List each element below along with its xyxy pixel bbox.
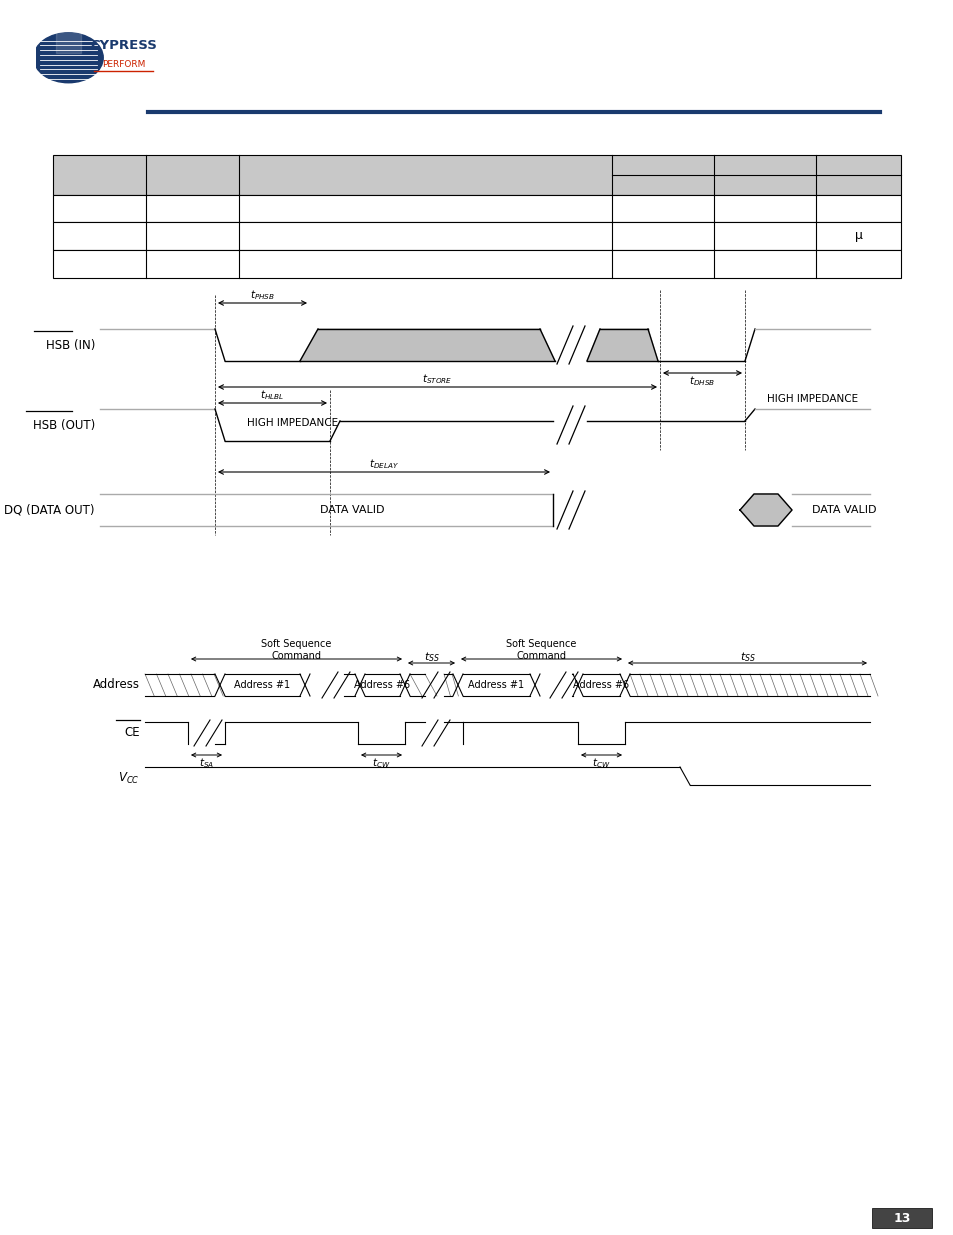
Text: CE: CE [124, 726, 140, 740]
Text: Address #1: Address #1 [234, 680, 291, 690]
Text: HIGH IMPEDANCE: HIGH IMPEDANCE [766, 394, 857, 404]
Text: $t_{SA}$: $t_{SA}$ [199, 756, 213, 769]
Text: $t_{DHSB}$: $t_{DHSB}$ [689, 374, 715, 388]
Text: $t_{CW}$: $t_{CW}$ [372, 756, 391, 769]
Text: $V_{CC}$: $V_{CC}$ [118, 771, 140, 785]
Text: Soft Sequence
Command: Soft Sequence Command [261, 638, 332, 661]
Text: 13: 13 [892, 1212, 910, 1224]
Bar [53, 222, 900, 249]
Text: PERFORM: PERFORM [102, 59, 146, 69]
Polygon shape [740, 494, 791, 526]
Text: Address: Address [92, 678, 140, 692]
Bar [871, 1208, 931, 1228]
Text: $t_{SS}$: $t_{SS}$ [739, 650, 755, 664]
Text: DQ (DATA OUT): DQ (DATA OUT) [5, 504, 95, 516]
Text: $t_{SS}$: $t_{SS}$ [423, 650, 439, 664]
Circle shape [33, 33, 103, 83]
Text: CYPRESS: CYPRESS [91, 40, 157, 52]
Text: HIGH IMPEDANCE: HIGH IMPEDANCE [247, 417, 337, 429]
Text: $t_{STORE}$: $t_{STORE}$ [422, 372, 453, 385]
Text: DATA VALID: DATA VALID [320, 505, 384, 515]
Text: $t_{DELAY}$: $t_{DELAY}$ [369, 457, 398, 471]
Bar [53, 249, 900, 278]
Polygon shape [586, 329, 658, 361]
Text: μ: μ [854, 230, 862, 242]
Text: $t_{CW}$: $t_{CW}$ [592, 756, 610, 769]
Text: Address #6: Address #6 [573, 680, 629, 690]
Text: Address #1: Address #1 [468, 680, 524, 690]
Text: DATA VALID: DATA VALID [811, 505, 876, 515]
Text: Address #6: Address #6 [355, 680, 410, 690]
Text: HSB (IN): HSB (IN) [46, 338, 95, 352]
Text: Soft Sequence
Command: Soft Sequence Command [506, 638, 576, 661]
Bar [53, 156, 900, 195]
Text: $t_{HLBL}$: $t_{HLBL}$ [260, 388, 284, 401]
Text: HSB (OUT): HSB (OUT) [32, 419, 95, 431]
Text: $t_{PHSB}$: $t_{PHSB}$ [250, 288, 274, 301]
Polygon shape [299, 329, 555, 361]
Bar [53, 195, 900, 222]
